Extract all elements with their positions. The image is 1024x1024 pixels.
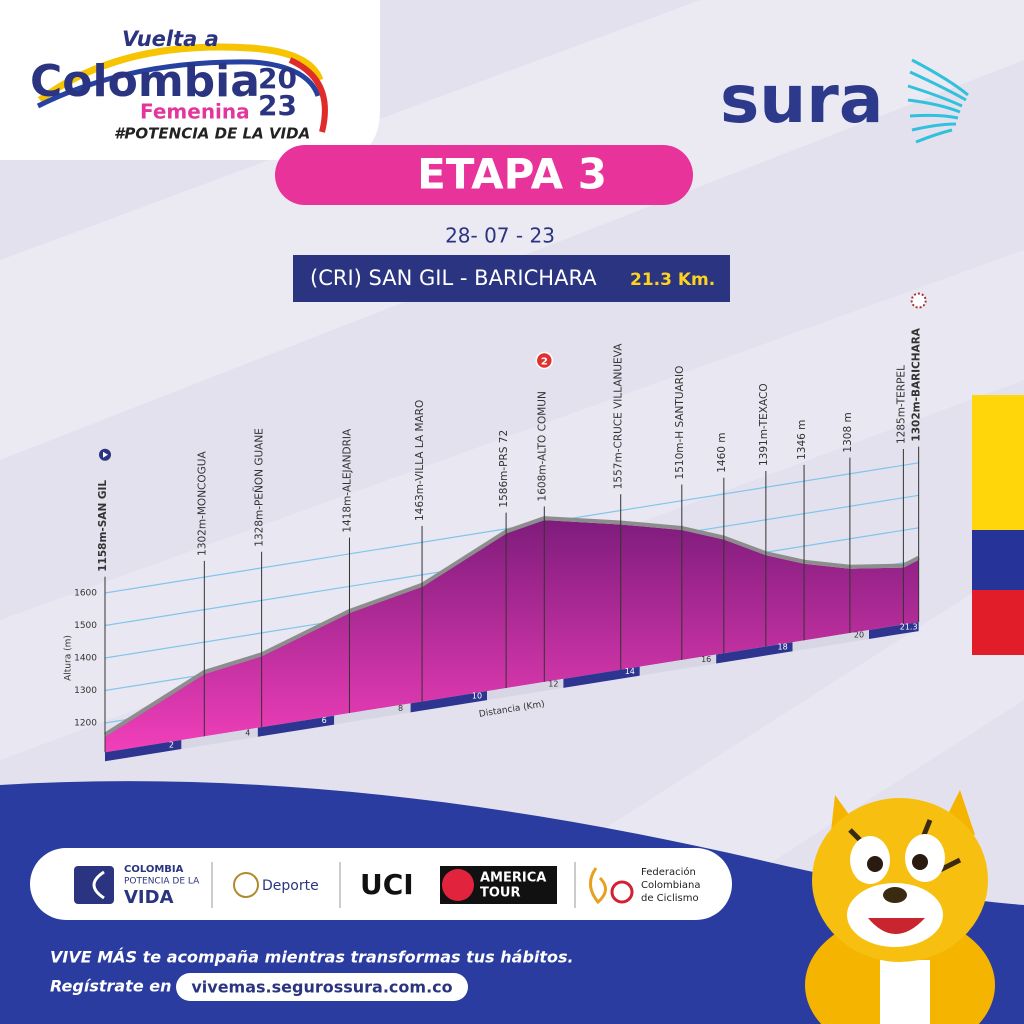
footer-message: VIVE MÁS te acompaña mientras transforma… <box>50 948 574 967</box>
waypoint-label: 1302m-BARICHARA <box>911 327 923 441</box>
mascot <box>805 790 995 1024</box>
x-tick-label: 10 <box>472 692 482 701</box>
fcc-icon <box>610 880 634 904</box>
bg-stripe <box>0 0 1024 460</box>
x-tick-label: 6 <box>322 716 327 725</box>
waypoint-label: 1510m-H SANTUARIO <box>674 366 686 480</box>
partner-text: de Ciclismo <box>641 893 699 904</box>
footer-url[interactable]: vivemas.segurossura.com.co <box>191 978 452 997</box>
x-tick-label: 2 <box>169 741 174 750</box>
logo-tagline: #POTENCIA DE LA VIDA <box>114 125 310 143</box>
partner-text: COLOMBIA <box>124 864 184 875</box>
y-tick-label: 1500 <box>74 621 97 631</box>
distance-band <box>869 622 919 640</box>
stage-pill <box>275 145 693 205</box>
climb-badge <box>535 351 554 370</box>
finish-marker <box>910 292 927 309</box>
flag-yellow <box>972 395 1024 530</box>
x-tick-label: 20 <box>854 631 864 640</box>
bg-stripe <box>0 250 1024 760</box>
logo-year: 23 <box>258 89 297 122</box>
partner-text: TOUR <box>480 886 521 901</box>
distance-band <box>487 678 564 701</box>
logo-line1: Vuelta a <box>122 27 219 51</box>
waypoint-label: 1308 m <box>842 412 854 452</box>
sura-wing <box>907 58 969 144</box>
waypoint-label: 1346 m <box>796 420 808 460</box>
waypoint-label: 1418m-ALEJANDRIA <box>341 428 353 533</box>
waypoint-label: 1463m-VILLA LA MARO <box>414 400 426 521</box>
y-tick-label: 1300 <box>74 686 97 696</box>
logo-subtitle: Femenina <box>140 100 250 124</box>
waypoint-label: 1557m-CRUCE VILLANUEVA <box>613 343 625 489</box>
partner-text: Deporte <box>262 878 319 894</box>
logo-line2: Colombia <box>30 56 260 107</box>
fcc-icon <box>589 867 607 905</box>
stage-date: 28- 07 - 23 <box>445 224 555 248</box>
x-tick-label: 8 <box>398 704 403 713</box>
distance-band <box>792 630 869 652</box>
url-pill[interactable] <box>176 973 468 1001</box>
logo-swoosh <box>288 57 328 133</box>
x-tick-label: 14 <box>625 667 635 676</box>
start-marker <box>103 451 108 458</box>
y-tick-label: 1200 <box>74 719 97 729</box>
colombia-icon <box>92 870 105 900</box>
x-tick-label: 4 <box>245 728 250 737</box>
logo-panel <box>0 0 380 160</box>
logo-swoosh <box>37 43 324 103</box>
y-axis-label: Altura (m) <box>64 635 74 681</box>
waypoint-label: 1302m-MONCOGUA <box>196 451 208 556</box>
footer-register: Regístrate en <box>50 977 171 996</box>
climb-badge-label: 2 <box>541 356 548 367</box>
partner-text: UCI <box>360 868 414 901</box>
partner-text: POTENCIA DE LA <box>124 877 200 887</box>
route: (CRI) SAN GIL - BARICHARA <box>310 266 597 290</box>
logo-swoosh <box>36 59 321 109</box>
waypoint-label: 1158m-SAN GIL <box>97 480 109 572</box>
route-bar <box>293 255 730 302</box>
distance-band <box>410 691 487 713</box>
partner-text: Colombiana <box>641 880 700 891</box>
waypoint-label: 1391m-TEXACO <box>758 383 770 466</box>
sponsor-logo: sura <box>720 61 883 138</box>
x-tick-label: 12 <box>548 679 558 688</box>
waypoint-label: 1608m-ALTO COMUN <box>536 391 548 501</box>
flag-red <box>972 590 1024 655</box>
logo-year: 20 <box>258 62 297 95</box>
y-tick-label: 1600 <box>74 589 97 599</box>
elevation-chart: 1200 1300 1400 1500 1600 1158m-SAN GIL 1302m-M… <box>64 292 927 762</box>
route-distance: 21.3 Km. <box>630 270 715 290</box>
waypoint-label: 1328m-PEÑON GUANE <box>253 428 266 547</box>
distance-band <box>563 666 640 688</box>
partner-text: Federación <box>641 866 696 878</box>
waypoint-label: 1586m-PRS 72 <box>498 430 510 508</box>
distance-band <box>639 654 717 676</box>
x-tick-label: 21.3 <box>900 623 918 632</box>
partner-text: VIDA <box>124 887 174 908</box>
x-tick-label: 16 <box>701 655 711 664</box>
profile-area <box>105 520 919 753</box>
flag-blue <box>972 530 1024 590</box>
distance-band <box>257 715 335 737</box>
y-tick-label: 1400 <box>74 654 97 664</box>
distance-band <box>181 727 258 750</box>
distance-band <box>716 642 793 664</box>
partner-text: AMERICA <box>480 871 546 886</box>
deporte-icon <box>233 872 259 898</box>
stage-title: ETAPA 3 <box>417 150 607 199</box>
uci-icon <box>442 869 474 901</box>
waypoint-label: 1285m-TERPEL <box>895 365 907 444</box>
x-tick-label: 18 <box>778 643 788 652</box>
distance-band <box>105 740 182 762</box>
waypoint-label: 1460 m <box>716 432 728 472</box>
distance-band <box>334 703 411 725</box>
